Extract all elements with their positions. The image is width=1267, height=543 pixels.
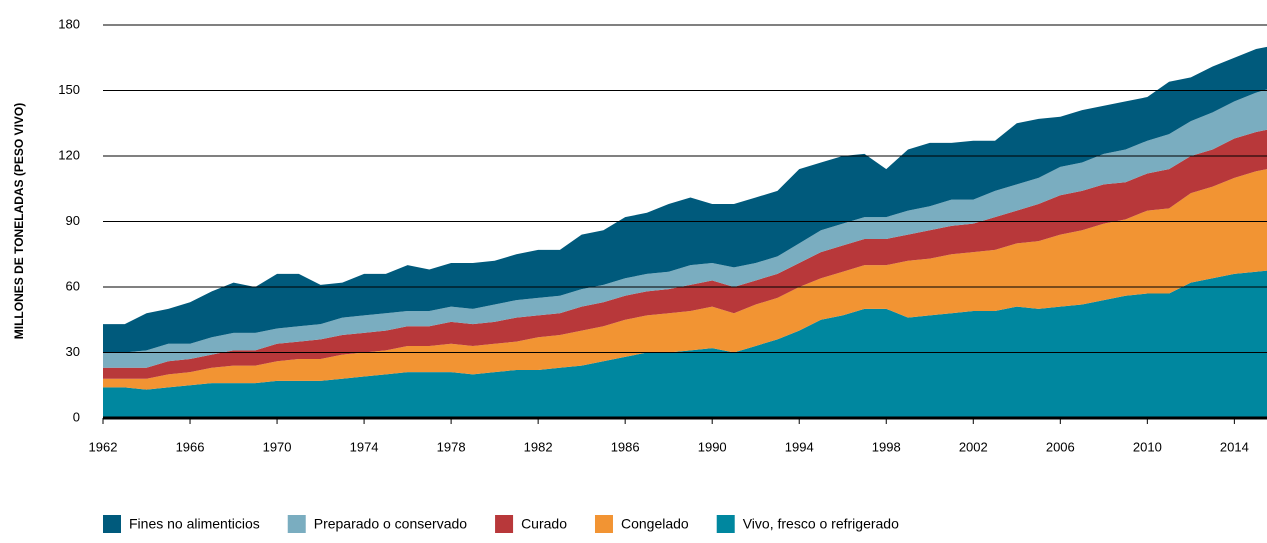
x-tick-label: 1962 — [89, 439, 118, 454]
area — [103, 89, 1267, 368]
x-tick-label: 2014 — [1220, 439, 1249, 454]
y-axis-label: MILLONES DE TONELADAS (PESO VIVO) — [12, 103, 26, 339]
x-tick-label: 1970 — [263, 439, 292, 454]
legend-swatch — [495, 515, 514, 533]
y-tick-label: 60 — [66, 278, 80, 293]
x-tick-label: 1966 — [176, 439, 205, 454]
x-tick-label: 1994 — [785, 439, 814, 454]
legend-swatch — [103, 515, 121, 533]
plot-area — [103, 46, 1267, 418]
y-tick-label: 0 — [73, 409, 80, 424]
y-tick-label: 180 — [58, 16, 80, 31]
x-tick-label: 1978 — [437, 439, 466, 454]
x-tick-label: 1974 — [350, 439, 379, 454]
legend-swatch — [287, 515, 306, 533]
legend-label: Preparado o conservado — [314, 516, 468, 532]
area — [103, 169, 1267, 390]
area — [103, 129, 1267, 379]
area — [103, 270, 1267, 418]
area — [103, 46, 1267, 353]
x-tick-label: 2010 — [1133, 439, 1162, 454]
axes: 0 30 60 90 120 150 180 1962 1966 1970 1974 1978 1982… — [58, 16, 1267, 533]
y-tick-label: 150 — [58, 82, 80, 97]
legend-label: Fines no alimenticios — [129, 516, 260, 532]
legend-label: Congelado — [621, 516, 689, 532]
x-tick-label: 1998 — [872, 439, 901, 454]
legend-swatch — [716, 515, 735, 533]
x-tick-label: 1990 — [698, 439, 727, 454]
x-tick-label: 2006 — [1046, 439, 1075, 454]
legend-label: Curado — [521, 516, 567, 532]
legend-swatch — [594, 515, 613, 533]
x-tick-label: 1986 — [611, 439, 640, 454]
legend-label: Vivo, fresco o refrigerado — [743, 516, 899, 532]
y-tick-label: 30 — [66, 344, 80, 359]
x-tick-label: 2002 — [959, 439, 988, 454]
y-tick-label: 120 — [58, 147, 80, 162]
x-tick-label: 1982 — [524, 439, 553, 454]
y-tick-label: 90 — [66, 213, 80, 228]
